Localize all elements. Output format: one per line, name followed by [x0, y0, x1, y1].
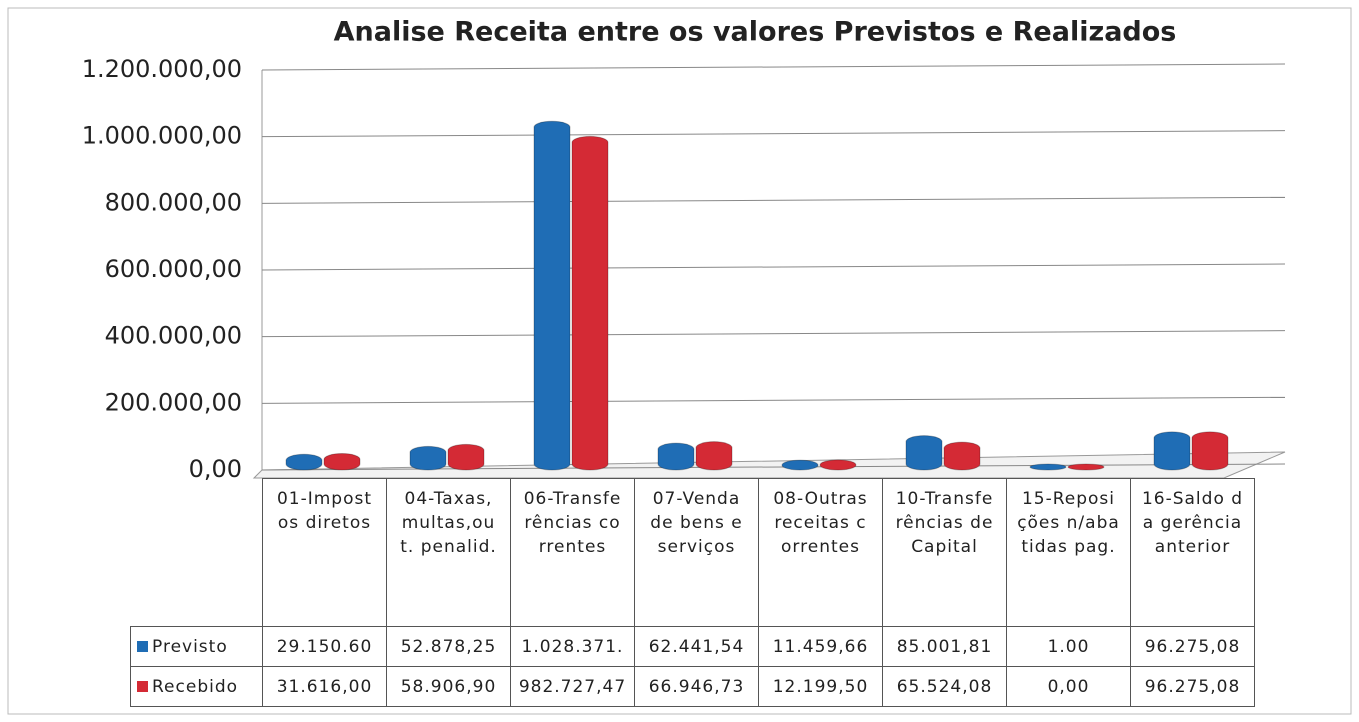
y-tick-label: 0,00 [189, 455, 242, 483]
bar [1029, 463, 1067, 471]
grid-line [261, 196, 1286, 204]
grid-line [261, 396, 1286, 404]
bar [695, 441, 733, 471]
category-label: 06-Transferências correntes [510, 478, 635, 627]
grid-line [261, 263, 1286, 271]
value-label: 1.028.371. [510, 626, 635, 667]
category-label: 15-Reposições n/abatidas pag. [1006, 478, 1131, 627]
bar [905, 435, 943, 471]
value-label: 85.001,81 [882, 626, 1007, 667]
value-label: 62.441,54 [634, 626, 759, 667]
legend-label: Recebido [152, 676, 239, 697]
value-label: 11.459,66 [758, 626, 883, 667]
bar [323, 452, 361, 471]
bar [657, 442, 695, 471]
value-label: 65.524,08 [882, 666, 1007, 707]
y-tick-label: 1.200.000,00 [82, 55, 242, 83]
grid-line [261, 63, 1286, 71]
bar [447, 443, 485, 471]
category-label: 04-Taxas,multas,out. penalid. [386, 478, 511, 627]
bar [409, 445, 447, 471]
category-label: 01-Impostos diretos [262, 478, 387, 627]
bar [571, 135, 609, 471]
y-tick-label: 200.000,00 [105, 388, 242, 416]
chart-title: Analise Receita entre os valores Previst… [334, 17, 1177, 48]
bar [819, 459, 857, 471]
legend-swatch [137, 681, 148, 692]
value-label: 52.878,25 [386, 626, 511, 667]
value-label: 1.00 [1006, 626, 1131, 667]
y-tick-label: 1.000.000,00 [82, 122, 242, 150]
legend-swatch [137, 641, 148, 652]
bar [533, 120, 571, 471]
legend-label: Previsto [152, 636, 228, 657]
value-label: 12.199,50 [758, 666, 883, 707]
category-label: 08-Outras receitas correntes [758, 478, 883, 627]
y-tick-label: 400.000,00 [105, 322, 242, 350]
bar [1067, 463, 1105, 471]
value-label: 96.275,08 [1130, 666, 1255, 707]
category-label: 07-Venda de bens e serviços [634, 478, 759, 627]
grid-line [261, 330, 1286, 338]
bar [1191, 431, 1229, 471]
value-label: 58.906,90 [386, 666, 511, 707]
category-label: 16-Saldo da gerência anterior [1130, 478, 1255, 627]
bar [1153, 431, 1191, 471]
grid-line [261, 130, 1286, 138]
bar [781, 459, 819, 471]
category-label: 10-Transferências de Capital [882, 478, 1007, 627]
value-label: 96.275,08 [1130, 626, 1255, 667]
bar [943, 441, 981, 471]
value-label: 31.616,00 [262, 666, 387, 707]
value-label: 982.727,47 [510, 666, 635, 707]
bar [285, 453, 323, 471]
value-label: 0,00 [1006, 666, 1131, 707]
value-label: 66.946,73 [634, 666, 759, 707]
value-label: 29.150.60 [262, 626, 387, 667]
legend-entry: Recebido [130, 666, 263, 707]
legend-entry: Previsto [130, 626, 263, 667]
y-tick-label: 600.000,00 [105, 255, 242, 283]
y-tick-label: 800.000,00 [105, 188, 242, 216]
chart-frame [7, 7, 1352, 715]
